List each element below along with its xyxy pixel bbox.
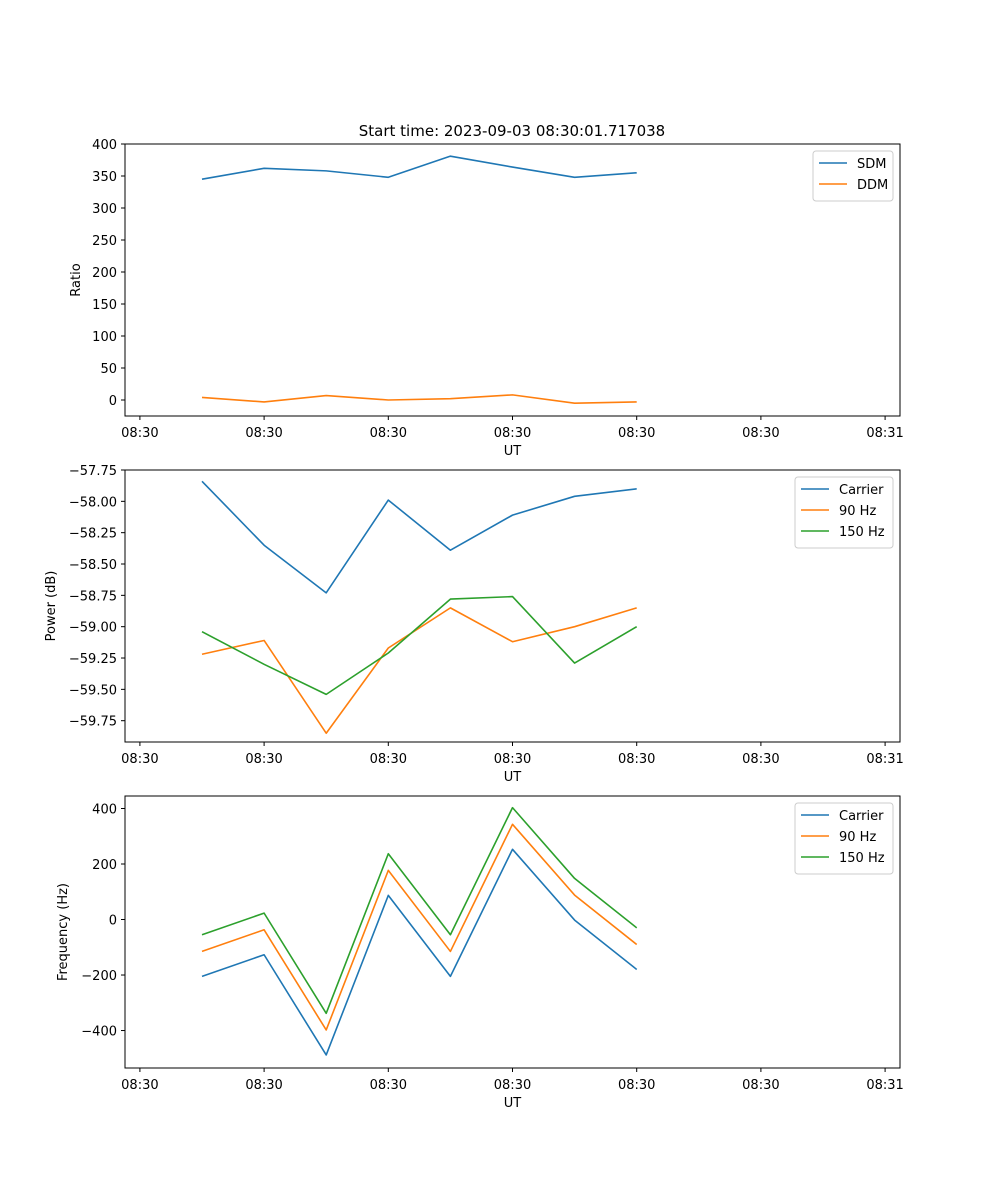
- ratio-x-tick-label: 08:31: [866, 426, 903, 441]
- ratio-x-tick-label: 08:30: [121, 426, 158, 441]
- ratio-x-tick-label: 08:30: [370, 426, 407, 441]
- power-series-carrier: [201, 480, 637, 594]
- frequency-legend-label-carrier: Carrier: [839, 809, 884, 824]
- figure-title: Start time: 2023-09-03 08:30:01.717038: [359, 122, 665, 140]
- ratio-x-tick-label: 08:30: [742, 426, 779, 441]
- ratio-y-tick-label: 350: [92, 170, 117, 185]
- frequency-y-tick-label: 200: [92, 858, 117, 873]
- power-x-tick-label: 08:30: [742, 752, 779, 767]
- frequency-legend-label-90-hz: 90 Hz: [839, 830, 876, 845]
- power-y-tick-label: −58.75: [69, 589, 117, 604]
- ratio-y-tick-label: 50: [100, 362, 117, 377]
- power-y-tick-label: −58.50: [69, 558, 117, 573]
- power-x-tick-label: 08:30: [245, 752, 282, 767]
- power-series-90-hz: [201, 607, 637, 735]
- ratio-series-ddm: [201, 394, 637, 405]
- power-legend-label-carrier: Carrier: [839, 483, 884, 498]
- power-x-tick-label: 08:30: [618, 752, 655, 767]
- frequency-x-tick-label: 08:30: [742, 1078, 779, 1093]
- power-y-tick-label: −59.00: [69, 621, 117, 636]
- ratio-x-axis-label: UT: [504, 444, 522, 459]
- ratio-y-tick-label: 100: [92, 330, 117, 345]
- ratio-y-tick-label: 250: [92, 234, 117, 249]
- frequency-y-tick-label: −400: [81, 1025, 117, 1040]
- frequency-y-tick-label: −200: [81, 969, 117, 984]
- power-y-tick-label: −58.25: [69, 527, 117, 542]
- frequency-x-tick-label: 08:30: [494, 1078, 531, 1093]
- power-legend-label-150-hz: 150 Hz: [839, 525, 885, 540]
- ratio-x-tick-label: 08:30: [245, 426, 282, 441]
- power-x-tick-label: 08:31: [866, 752, 903, 767]
- power-y-tick-label: −59.50: [69, 683, 117, 698]
- power-y-axis-label: Power (dB): [44, 571, 59, 642]
- power-panel: 08:30 08:30 08:30 08:30 08:30 08:30 08:31 −57.7…: [44, 464, 904, 785]
- ratio-legend-label-ddm: DDM: [857, 178, 888, 193]
- frequency-y-axis-label: Frequency (Hz): [56, 883, 71, 981]
- ratio-y-tick-label: 200: [92, 266, 117, 281]
- frequency-series-carrier: [201, 848, 638, 1056]
- frequency-series-150-hz: [201, 806, 638, 1015]
- power-x-tick-label: 08:30: [370, 752, 407, 767]
- power-x-tick-label: 08:30: [494, 752, 531, 767]
- ratio-y-axis-label: Ratio: [69, 263, 84, 296]
- power-y-tick-label: −59.75: [69, 715, 117, 730]
- power-x-tick-label: 08:30: [121, 752, 158, 767]
- ratio-series-sdm: [201, 155, 637, 180]
- frequency-y-tick-label: 400: [92, 802, 117, 817]
- ratio-x-tick-label: 08:30: [494, 426, 531, 441]
- power-y-tick-label: −59.25: [69, 652, 117, 667]
- ratio-legend-label-sdm: SDM: [857, 157, 886, 172]
- frequency-x-axis-label: UT: [504, 1096, 522, 1111]
- ratio-y-tick-label: 400: [92, 138, 117, 153]
- ratio-panel: 08:30 08:30 08:30 08:30 08:30 08:30 08:31 400 35…: [69, 138, 904, 459]
- frequency-legend-label-150-hz: 150 Hz: [839, 851, 885, 866]
- ratio-y-tick-label: 0: [109, 394, 117, 409]
- frequency-x-tick-label: 08:31: [866, 1078, 903, 1093]
- power-series-150-hz: [201, 595, 638, 696]
- power-y-tick-label: −57.75: [69, 464, 117, 479]
- frequency-panel: 08:30 08:30 08:30 08:30 08:30 08:30 08:31 400 20…: [56, 795, 904, 1111]
- power-y-tick-label: −58.00: [69, 495, 117, 510]
- ratio-x-tick-label: 08:30: [618, 426, 655, 441]
- frequency-x-tick-label: 08:30: [245, 1078, 282, 1093]
- frequency-x-tick-label: 08:30: [370, 1078, 407, 1093]
- frequency-y-tick-label: 0: [109, 914, 117, 929]
- ratio-y-tick-label: 300: [92, 202, 117, 217]
- frequency-series-90-hz: [201, 823, 638, 1031]
- power-x-axis-label: UT: [504, 770, 522, 785]
- frequency-x-tick-label: 08:30: [121, 1078, 158, 1093]
- ratio-y-tick-label: 150: [92, 298, 117, 313]
- power-legend-label-90-hz: 90 Hz: [839, 504, 876, 519]
- frequency-x-tick-label: 08:30: [618, 1078, 655, 1093]
